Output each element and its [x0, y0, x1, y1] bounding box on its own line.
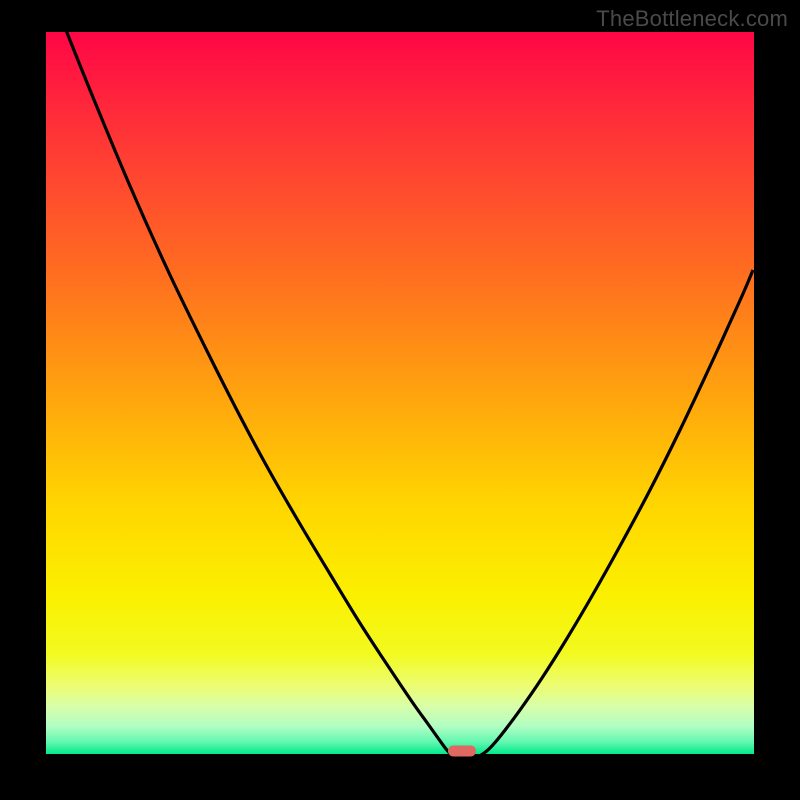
optimum-marker [448, 746, 476, 757]
chart-container: TheBottleneck.com [0, 0, 800, 800]
watermark-text: TheBottleneck.com [596, 6, 788, 32]
plot-background [46, 32, 754, 754]
bottleneck-chart [0, 0, 800, 800]
